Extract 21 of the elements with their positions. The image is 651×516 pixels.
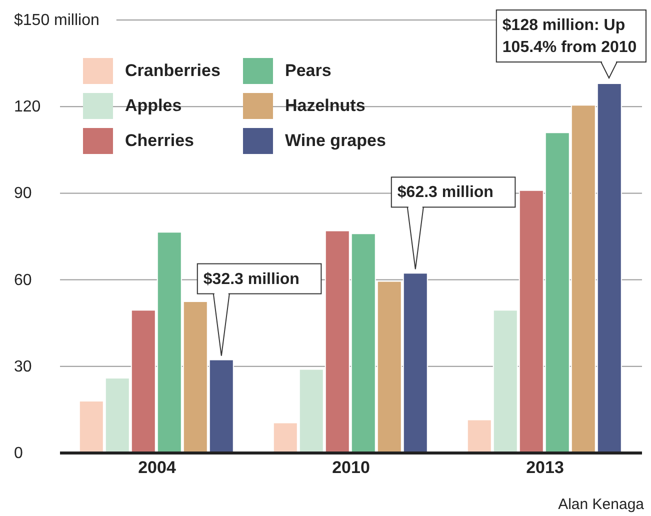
y-tick-label: $150 million xyxy=(14,12,100,29)
y-tick-label: 60 xyxy=(14,272,32,289)
legend-label: Cranberries xyxy=(125,60,220,80)
x-tick-label: 2013 xyxy=(526,458,564,478)
y-tick-label: 120 xyxy=(14,98,41,116)
legend-label: Cherries xyxy=(125,130,194,150)
legend-label: Apples xyxy=(125,96,182,116)
text: Alan Kenaga xyxy=(558,496,644,513)
data-label: $62.3 million xyxy=(397,184,494,202)
legend-label: Pears xyxy=(285,60,332,80)
y-tick-label: 30 xyxy=(14,358,32,376)
callout-box: $62.3 million xyxy=(390,176,516,270)
x-tick-label: 2004 xyxy=(138,458,176,478)
y-tick-label: 90 xyxy=(14,185,32,202)
data-label: $32.3 million xyxy=(203,270,300,288)
annotation: $128 million: Up 105.4% from 2010 xyxy=(502,17,637,56)
callout-box: $32.3 million xyxy=(196,263,322,356)
legend-label: Wine grapes xyxy=(285,130,386,150)
y-tick-label: 0 xyxy=(14,445,23,462)
x-tick-label: 2010 xyxy=(332,458,370,478)
legend-label: Hazelnuts xyxy=(285,96,366,116)
